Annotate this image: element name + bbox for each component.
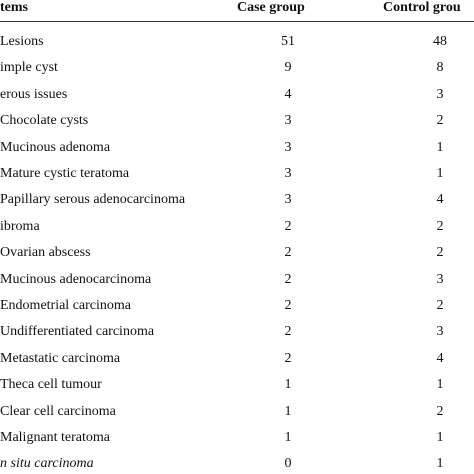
row-label: Endometrial carcinoma bbox=[0, 298, 131, 313]
control-value: 2 bbox=[436, 298, 444, 313]
case-value: 9 bbox=[284, 60, 292, 76]
case-value: 2 bbox=[284, 324, 292, 340]
control-value: 1 bbox=[436, 166, 444, 181]
case-value: 3 bbox=[284, 139, 292, 155]
control-value: 2 bbox=[436, 218, 444, 234]
control-value: 4 bbox=[436, 192, 444, 208]
case-value: 51 bbox=[281, 34, 295, 49]
control-value: 8 bbox=[436, 60, 444, 76]
row-label: Mature cystic teratoma bbox=[0, 166, 130, 181]
case-value: 2 bbox=[284, 350, 292, 366]
case-value: 0 bbox=[284, 456, 292, 472]
row-label: imple cyst bbox=[0, 60, 58, 76]
row-label: Clear cell carcinoma bbox=[0, 403, 116, 419]
row-label: Undifferentiated carcinoma bbox=[0, 324, 155, 340]
control-value: 1 bbox=[436, 456, 444, 472]
case-value: 2 bbox=[284, 298, 292, 313]
row-label: Malignant teratoma bbox=[0, 430, 111, 445]
row-label: Mucinous adenoma bbox=[0, 139, 111, 155]
header-case: Case group bbox=[237, 0, 305, 15]
case-value: 3 bbox=[284, 166, 292, 181]
case-value: 1 bbox=[284, 430, 292, 445]
control-value: 2 bbox=[436, 245, 444, 261]
row-label: Ovarian abscess bbox=[0, 245, 91, 261]
row-label: Lesions bbox=[0, 34, 44, 49]
row-label: Chocolate cysts bbox=[0, 113, 89, 129]
control-value: 3 bbox=[436, 271, 444, 287]
row-label: erous issues bbox=[0, 86, 68, 102]
control-value: 1 bbox=[436, 430, 444, 445]
row-label: ibroma bbox=[0, 218, 40, 234]
header-rule bbox=[0, 21, 474, 22]
control-value: 1 bbox=[436, 377, 444, 393]
row-label: n situ carcinoma bbox=[0, 456, 94, 472]
control-value: 48 bbox=[433, 34, 447, 49]
case-value: 2 bbox=[284, 271, 292, 287]
case-value: 3 bbox=[284, 113, 292, 129]
case-value: 1 bbox=[284, 403, 292, 419]
case-value: 4 bbox=[284, 86, 292, 102]
control-value: 4 bbox=[436, 350, 444, 366]
case-value: 2 bbox=[284, 218, 292, 234]
header-items: tems bbox=[0, 0, 28, 15]
case-value: 2 bbox=[284, 245, 292, 261]
header-control: Control grou bbox=[383, 0, 461, 15]
row-label: Theca cell tumour bbox=[0, 377, 102, 393]
control-value: 3 bbox=[436, 324, 444, 340]
row-label: Mucinous adenocarcinoma bbox=[0, 271, 152, 287]
case-value: 3 bbox=[284, 192, 292, 208]
control-value: 3 bbox=[436, 86, 444, 102]
row-label: Papillary serous adenocarcinoma bbox=[0, 192, 186, 208]
control-value: 1 bbox=[436, 139, 444, 155]
control-value: 2 bbox=[436, 403, 444, 419]
row-label: Metastatic carcinoma bbox=[0, 350, 121, 366]
control-value: 2 bbox=[436, 113, 444, 129]
case-value: 1 bbox=[284, 377, 292, 393]
